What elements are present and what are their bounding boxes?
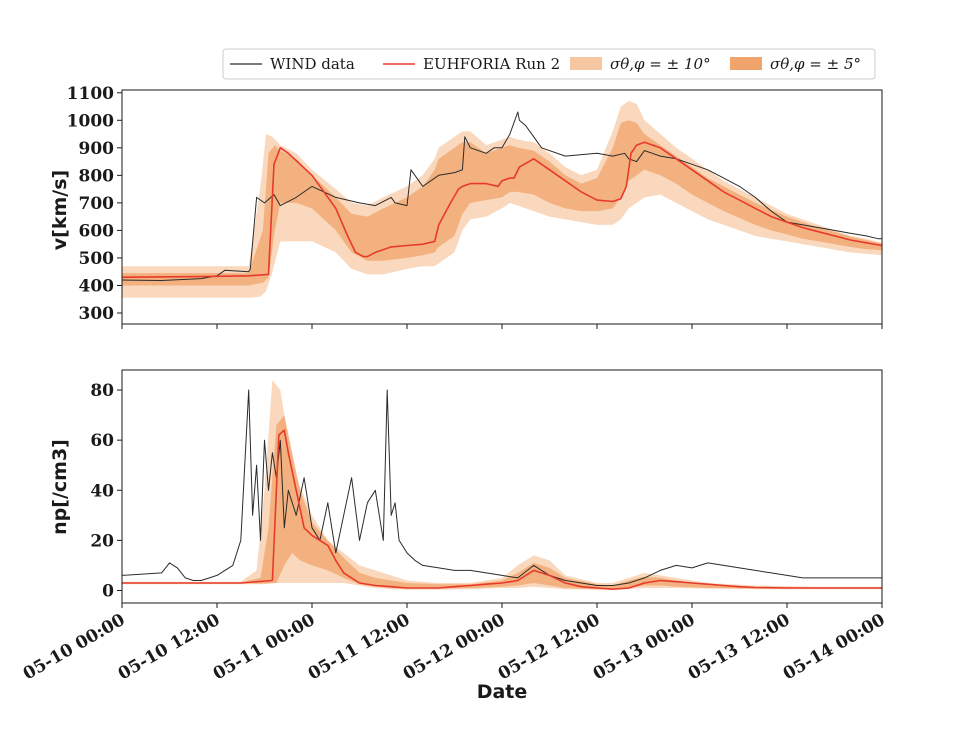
density-axis-title: np[/cm3] [49,439,71,535]
velocity-panel: 300 400 500 600 700 800 900 1000 1100 v[km/s] [49,84,883,329]
velocity-lines [121,111,883,281]
density-bands [122,380,882,590]
x-tick-label: 05-14 00:00 [780,610,889,684]
density-series-wind [121,389,882,586]
velocity-y-tick-label: 900 [79,139,115,159]
legend-swatch-band10 [570,57,602,70]
density-series-euhforia [122,429,882,591]
velocity-series-wind [121,111,882,281]
x-tick-label: 05-11 00:00 [210,610,319,684]
x-tick-label: 05-10 00:00 [20,610,129,684]
legend-swatch-band5 [730,57,762,70]
x-tick-label: 05-13 12:00 [685,610,794,684]
velocity-y-tick-label: 500 [79,249,115,269]
velocity-y-tick-label: 1000 [67,111,114,131]
velocity-y-tick-label: 800 [79,166,115,186]
legend: WIND data EUHFORIA Run 2 σθ,φ = ± 10° σθ… [222,48,876,80]
x-axis-title: Date [477,681,528,703]
x-tick-label: 05-13 00:00 [590,610,699,684]
density-y-tick-label: 20 [90,531,114,551]
x-tick-label: 05-11 12:00 [305,610,414,684]
x-tick-label: 05-10 12:00 [115,610,224,684]
density-band-10deg [122,380,882,590]
velocity-band-5deg [122,120,882,286]
velocity-y-tick-label: 600 [79,221,115,241]
velocity-y-tick-label: 400 [79,276,115,296]
velocity-axis-title: v[km/s] [49,170,71,250]
legend-label-band5: σθ,φ = ± 5° [770,55,861,73]
x-tick-label: 05-12 00:00 [400,610,509,684]
density-lines [121,389,882,591]
velocity-x-ticks [121,324,883,329]
density-y-ticks: 0 20 40 60 80 [90,381,122,601]
velocity-y-tick-label: 700 [79,194,115,214]
velocity-band-10deg [122,101,882,298]
velocity-series-euhforia [121,141,883,278]
density-plot-frame [121,369,883,604]
density-band-5deg [122,415,882,590]
density-y-tick-label: 0 [102,581,114,601]
legend-box [222,48,876,80]
velocity-y-tick-label: 1100 [67,84,114,104]
legend-label-euhforia: EUHFORIA Run 2 [423,55,560,73]
density-y-tick-label: 60 [90,431,114,451]
legend-label-band10: σθ,φ = ± 10° [610,55,711,73]
legend-label-wind: WIND data [270,55,355,73]
velocity-bands [122,101,882,298]
density-y-tick-label: 40 [90,481,114,501]
density-y-tick-label: 80 [90,381,114,401]
velocity-y-ticks: 300 400 500 600 700 800 900 1000 1100 [67,84,122,324]
x-tick-label: 05-12 12:00 [495,610,604,684]
velocity-y-tick-label: 300 [79,304,115,324]
